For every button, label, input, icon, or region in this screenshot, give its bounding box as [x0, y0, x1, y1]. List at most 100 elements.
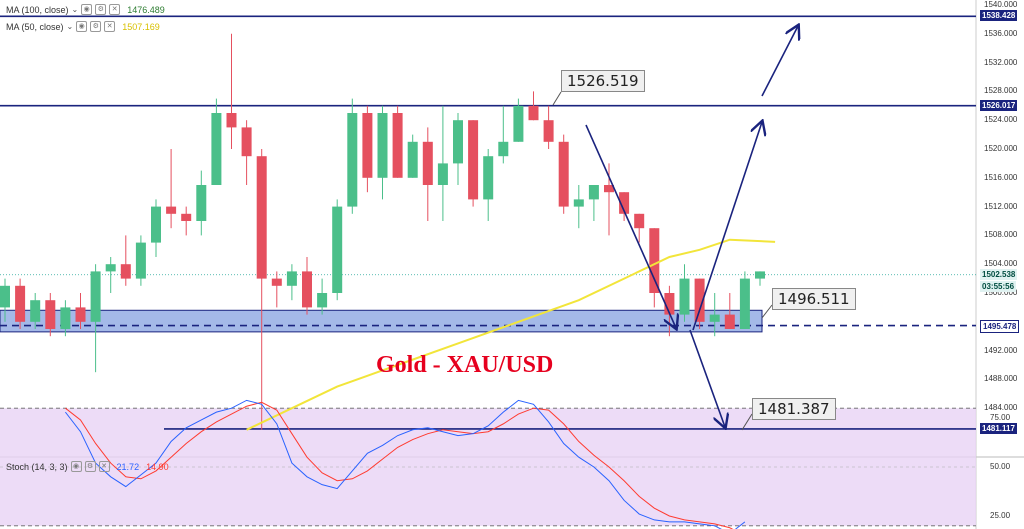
price-tick: 1492.000 [984, 345, 1018, 355]
gear-icon[interactable]: ⚙ [95, 4, 107, 15]
candle-body [286, 271, 297, 286]
candle-body [317, 293, 328, 308]
indicator-ma50[interactable]: MA (50, close) ⌄ ◉ ⚙ ✕ 1507.169 [6, 21, 160, 32]
candle-body [151, 206, 161, 243]
price-badge: 1526.017 [980, 99, 1018, 111]
callout-1496[interactable]: 1496.511 [772, 288, 856, 310]
price-tick: 1508.000 [984, 230, 1018, 240]
candle-body [679, 278, 690, 315]
chevron-down-icon[interactable]: ⌄ [71, 5, 79, 14]
price-tick: 1536.000 [984, 28, 1018, 38]
forecast-arrow-1 [692, 122, 762, 331]
price-tick: 1528.000 [984, 86, 1018, 96]
candle-body [649, 228, 660, 293]
stoch-tick: 25.00 [990, 511, 1011, 520]
ma100-label: MA (100, close) [6, 4, 69, 15]
forecast-arrow-3 [689, 329, 725, 427]
candle-body [573, 199, 584, 207]
stoch-d-line [65, 401, 734, 529]
candle-body [755, 271, 765, 279]
price-tick: 1484.000 [984, 403, 1018, 413]
candle-body [241, 127, 252, 157]
callout-connector-1 [761, 304, 773, 319]
price-badge: 1538.428 [980, 10, 1018, 22]
price-tick: 1532.000 [984, 57, 1018, 67]
candle-body [135, 242, 146, 279]
candle-body [528, 105, 539, 121]
candle-body [332, 206, 343, 293]
eye-icon[interactable]: ◉ [70, 461, 82, 472]
forecast-arrow-2 [761, 26, 798, 97]
forecast-arrow-0 [585, 124, 676, 328]
candle-body [75, 307, 86, 322]
candle-body [604, 185, 614, 193]
price-tick: 1504.000 [984, 259, 1018, 269]
candle-body [362, 113, 373, 178]
candle-body [694, 278, 705, 322]
candle-body [302, 271, 312, 308]
ma50-line [246, 238, 776, 431]
candle-body [498, 141, 509, 157]
candle-body [45, 300, 56, 329]
price-tick: 1520.000 [984, 144, 1018, 153]
candle-body [30, 300, 41, 322]
stoch-k-line [65, 399, 746, 529]
candle-body [211, 113, 222, 185]
ma50-label: MA (50, close) [6, 21, 64, 32]
callout-connector-0 [552, 91, 562, 106]
stoch-d-value: 14.90 [146, 461, 169, 472]
price-badge: 03:55:56 [980, 280, 1017, 292]
candle-body [0, 285, 10, 308]
price-badge: 1481.117 [980, 422, 1017, 434]
callout-1526[interactable]: 1526.519 [561, 70, 645, 92]
price-tick: 1516.000 [984, 172, 1018, 182]
candle-body [468, 120, 479, 200]
chevron-down-icon[interactable]: ⌄ [66, 22, 74, 31]
price-tick: 1500.000 [984, 288, 1018, 297]
eye-icon[interactable]: ◉ [81, 4, 93, 15]
candle-body [256, 156, 267, 279]
candle-body [271, 278, 282, 286]
price-badge: 1495.478 [980, 319, 1020, 333]
candle-body [226, 113, 237, 128]
support-zone [0, 309, 763, 333]
indicator-stoch[interactable]: Stoch (14, 3, 3) ◉ ⚙ ✕ 21.72 14.90 [6, 461, 169, 472]
candle-body [664, 293, 675, 315]
ma100-value: 1476.489 [127, 4, 165, 15]
indicator-ma100[interactable]: MA (100, close) ⌄ ◉ ⚙ ✕ 1476.489 [6, 4, 165, 15]
candle-body [392, 113, 403, 178]
candle-body [407, 141, 418, 178]
candle-body [483, 156, 494, 200]
candle-body [196, 185, 207, 221]
candle-body [90, 271, 101, 322]
candle-body [724, 314, 735, 329]
price-tick: 1512.000 [984, 201, 1018, 211]
candle-body [120, 264, 131, 279]
close-icon[interactable]: ✕ [109, 4, 121, 15]
close-icon[interactable]: ✕ [104, 21, 116, 32]
candle-body [347, 113, 358, 207]
candle-body [709, 314, 720, 322]
ma50-value: 1507.169 [122, 21, 160, 32]
price-tick: 1488.000 [984, 374, 1018, 384]
candle-body [543, 120, 554, 142]
gear-icon[interactable]: ⚙ [84, 461, 96, 472]
price-tick: 1524.000 [984, 115, 1018, 125]
chart-title: Gold - XAU/USD [376, 352, 554, 378]
candle-body [181, 213, 192, 221]
candle-body [15, 285, 26, 322]
gear-icon[interactable]: ⚙ [90, 21, 102, 32]
price-tick: 1540.000 [984, 0, 1018, 9]
eye-icon[interactable]: ◉ [76, 21, 88, 32]
candle-body [166, 206, 177, 214]
stoch-tick: 50.00 [990, 462, 1011, 471]
candle-body [588, 185, 599, 200]
callout-1481[interactable]: 1481.387 [752, 398, 836, 420]
candle-body [60, 307, 71, 329]
candle-body [105, 264, 116, 272]
candle-body [739, 278, 750, 329]
candle-body [377, 113, 388, 178]
close-icon[interactable]: ✕ [98, 461, 110, 472]
stoch-tick: 75.00 [990, 413, 1011, 422]
